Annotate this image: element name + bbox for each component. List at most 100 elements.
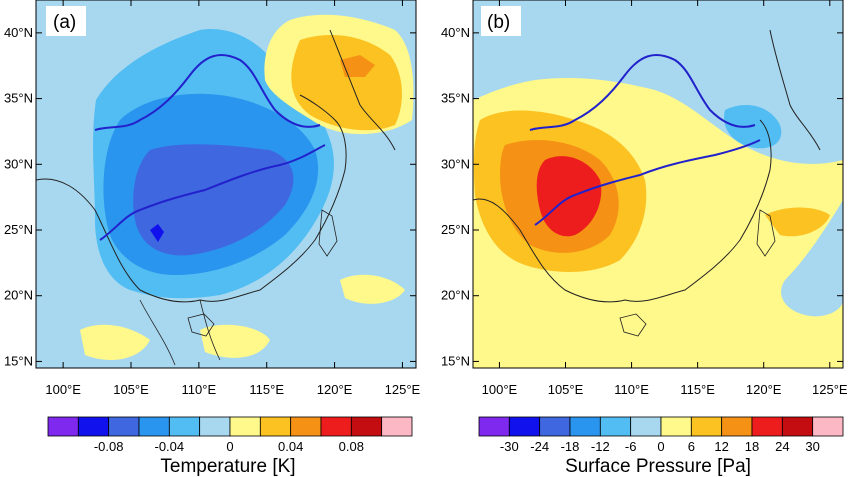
colorbar-tick-label: 24 [775, 439, 789, 454]
colorbar-tick-label: 18 [745, 439, 759, 454]
panel-surface-pressure: 100°E 105°E 110°E 115°E 120°E 125°E 40°N 35°N 30… [425, 0, 849, 477]
temp-region-deep-blue [150, 224, 164, 242]
colorbar-tick-label: 0.04 [278, 439, 303, 454]
lon-tick-label: 125°E [812, 382, 848, 397]
taiwan-outline [756, 209, 776, 257]
colorbar-swatch [660, 416, 692, 437]
colorbar-tick-label: -0.04 [155, 439, 185, 454]
coastline [36, 94, 347, 303]
colorbar-swatch [108, 416, 140, 437]
colorbar-swatch [199, 416, 231, 437]
lon-tick-label: 115°E [249, 382, 284, 397]
colorbar-tick-label: -24 [530, 439, 549, 454]
colorbar: -30 -24 -18 -12 -6 0 6 12 18 24 30 [478, 416, 844, 454]
colorbar-tick-label: -6 [625, 439, 637, 454]
yellow-river [94, 54, 321, 131]
axis-ticks: 100°E 105°E 110°E 115°E 120°E 125°E 40°N 35°N 30… [4, 0, 421, 397]
lat-tick-label: 40°N [4, 25, 33, 40]
colorbar-swatch [751, 416, 783, 437]
coastline [473, 119, 772, 303]
lon-tick-label: 110°E [182, 382, 217, 397]
lat-tick-label: 20°N [4, 288, 33, 303]
temp-region-dark-orange-ne [340, 55, 375, 77]
taiwan-outline [318, 209, 338, 257]
korea-coastline [329, 29, 396, 151]
lon-tick-label: 125°E [385, 382, 421, 397]
colorbar-swatch [630, 416, 662, 437]
lon-tick-label: 120°E [746, 382, 782, 397]
lon-tick-label: 100°E [482, 382, 518, 397]
colorbar-tick-label: -30 [500, 439, 519, 454]
border-line-1 [139, 299, 176, 366]
colorbar-swatch [599, 416, 632, 437]
map-frame [35, 0, 417, 369]
colorbar-swatch [229, 416, 261, 437]
panel-label: (a) [53, 12, 76, 33]
colorbar-tick-label: -18 [561, 439, 580, 454]
colorbar-swatch [259, 416, 292, 437]
korea-coastline [769, 29, 821, 151]
lat-tick-label: 30°N [441, 156, 470, 171]
lat-tick-label: 40°N [441, 25, 470, 40]
colorbar-tick-label: 12 [714, 439, 728, 454]
axis-ticks: 100°E 105°E 110°E 115°E 120°E 125°E 40°N 35°N 30… [441, 0, 848, 397]
yellow-river [529, 54, 756, 131]
colorbar-tick-label: 0 [226, 439, 233, 454]
colorbar-tick-label: 0 [657, 439, 664, 454]
colorbar-swatch [290, 416, 322, 437]
press-region-red [536, 156, 602, 237]
panel-label-box [481, 6, 521, 36]
colorbar-swatch [77, 416, 110, 437]
colorbar-swatch [812, 416, 844, 437]
lon-tick-label: 120°E [317, 382, 353, 397]
lat-tick-label: 20°N [441, 288, 470, 303]
colorbar-swatch [168, 416, 201, 437]
colorbar-swatch [478, 416, 510, 437]
lat-tick-label: 35°N [441, 91, 470, 106]
lat-tick-label: 15°N [441, 353, 470, 368]
lon-tick-label: 100°E [45, 382, 81, 397]
lat-tick-label: 25°N [4, 222, 33, 237]
pressure-map-field [473, 0, 843, 368]
colorbar-tick-label: 0.08 [339, 439, 364, 454]
lon-tick-label: 115°E [680, 382, 715, 397]
lon-tick-label: 105°E [113, 382, 149, 397]
temperature-map-svg: 100°E 105°E 110°E 115°E 120°E 125°E 40°N 35°N 30… [4, 0, 421, 477]
pressure-map-svg: 100°E 105°E 110°E 115°E 120°E 125°E 40°N 35°N 30… [441, 0, 848, 477]
hainan-outline [619, 313, 647, 337]
colorbar-title: Surface Pressure [Pa] [565, 456, 751, 477]
colorbar-swatch [508, 416, 541, 437]
colorbar-swatch [47, 416, 79, 437]
colorbar: -0.08 -0.04 0 0.04 0.08 [47, 416, 413, 454]
colorbar-swatch [539, 416, 571, 437]
colorbar-swatch [138, 416, 170, 437]
colorbar-swatch [320, 416, 352, 437]
panel-label-box [46, 6, 86, 36]
lat-tick-label: 25°N [441, 222, 470, 237]
temperature-map-field [36, 0, 416, 368]
temp-region-yellow-se [340, 274, 405, 304]
map-frame [472, 0, 844, 369]
colorbar-tick-label: 30 [805, 439, 819, 454]
temp-region-yellow-s1 [80, 324, 150, 360]
hainan-outline [187, 313, 215, 337]
temp-region-yellow-s2 [200, 324, 270, 358]
lon-tick-label: 110°E [614, 382, 649, 397]
colorbar-tick-label: -12 [591, 439, 610, 454]
press-region-orange-e [765, 207, 830, 237]
lon-tick-label: 105°E [548, 382, 584, 397]
border-line-2 [199, 299, 221, 361]
colorbar-tick-label: -0.08 [94, 439, 124, 454]
colorbar-swatch [350, 416, 383, 437]
lat-tick-label: 35°N [4, 91, 33, 106]
yangtze-river [534, 139, 761, 226]
colorbar-swatch [781, 416, 814, 437]
colorbar-swatch [569, 416, 601, 437]
panel-label: (b) [487, 12, 510, 33]
colorbar-swatch [721, 416, 753, 437]
press-region-lightblue-se [781, 200, 843, 317]
colorbar-swatch [690, 416, 723, 437]
colorbar-tick-label: 6 [688, 439, 695, 454]
yangtze-river [99, 144, 326, 241]
panel-temperature: 100°E 105°E 110°E 115°E 120°E 125°E 40°N 35°N 30… [0, 0, 424, 477]
